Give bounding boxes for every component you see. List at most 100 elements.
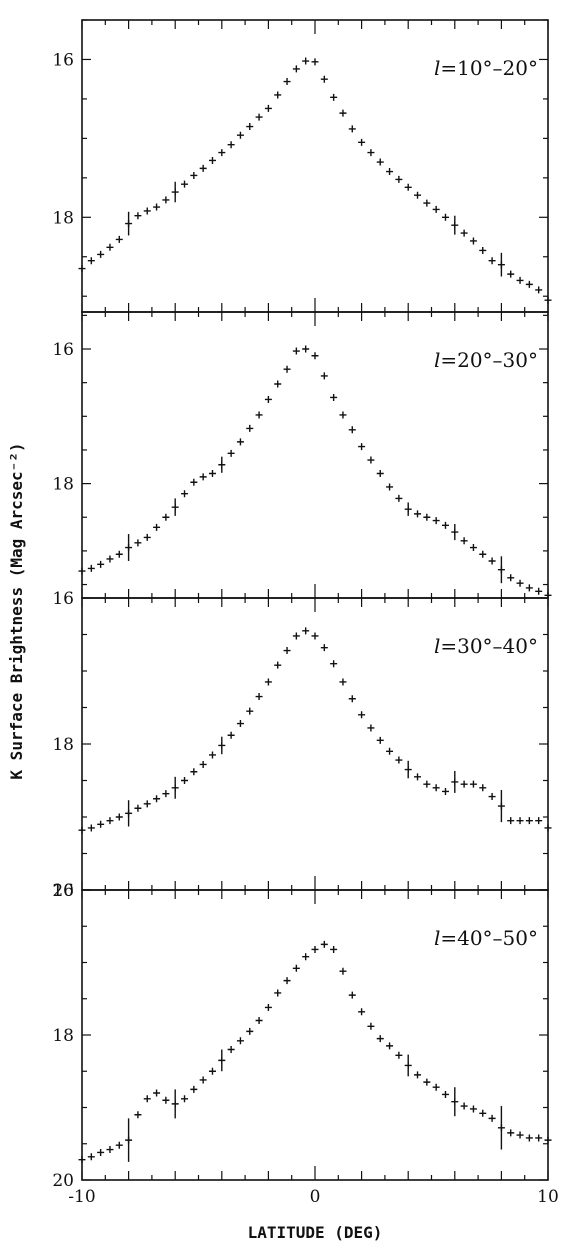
data-point [302, 627, 310, 635]
data-point [311, 352, 319, 360]
data-point [460, 537, 468, 545]
data-point [87, 824, 95, 832]
panel-label-suffix: =10°–20° [440, 56, 538, 80]
data-point [432, 205, 440, 213]
data-point [516, 276, 524, 284]
data-point [320, 644, 328, 652]
data-point [423, 1078, 431, 1086]
x-tick-label: 10 [537, 1187, 559, 1207]
y-tick-label: 16 [52, 340, 74, 360]
data-point [246, 424, 254, 432]
data-point [339, 411, 347, 419]
data-point [78, 826, 86, 834]
data-point [236, 1037, 244, 1045]
data-point [414, 510, 422, 518]
data-point [87, 1153, 95, 1161]
x-tick-label: -10 [68, 1187, 95, 1207]
data-point [386, 483, 394, 491]
data-point [246, 1027, 254, 1035]
y-tick-label: 18 [52, 1026, 74, 1046]
data-point [78, 265, 86, 273]
data-point [339, 109, 347, 117]
data-point [181, 490, 189, 498]
data-point [274, 91, 282, 99]
data-point [330, 393, 338, 401]
panel-label-suffix: =40°–50° [440, 926, 538, 950]
data-point [143, 800, 151, 808]
data-point [311, 945, 319, 953]
data-point [386, 1042, 394, 1050]
data-point [302, 57, 310, 65]
data-point [134, 1111, 142, 1119]
data-point [78, 567, 86, 575]
data-point [87, 564, 95, 572]
data-point [469, 780, 477, 788]
data-point [236, 438, 244, 446]
data-point [134, 212, 142, 220]
data-point [386, 168, 394, 176]
data-point [330, 93, 338, 101]
data-point [544, 296, 552, 304]
data-point [320, 940, 328, 948]
data-point [208, 156, 216, 164]
data-point [181, 777, 189, 784]
data-point [162, 196, 170, 204]
data-point [162, 513, 170, 521]
data-point [199, 473, 207, 481]
data-point [199, 760, 207, 768]
data-point [460, 229, 468, 237]
data-point [153, 523, 161, 531]
data-point [469, 1105, 477, 1113]
data-point [320, 372, 328, 380]
data-point [236, 720, 244, 728]
data-point [162, 790, 170, 798]
panel-label-prefix: l [434, 926, 440, 950]
data-point [208, 1067, 216, 1075]
panel-label: l=20°–30° [434, 348, 538, 372]
data-point [432, 517, 440, 525]
data-point [395, 494, 403, 502]
data-point [236, 131, 244, 139]
data-point [143, 1095, 151, 1103]
data-point [525, 817, 533, 825]
data-point [469, 237, 477, 245]
data-point [488, 1114, 496, 1122]
y-tick-label: 18 [52, 208, 74, 228]
data-point [292, 347, 300, 355]
data-point [544, 1136, 552, 1144]
data-point [330, 660, 338, 668]
data-point [423, 199, 431, 207]
y-tick-label: 18 [52, 475, 74, 495]
data-point [348, 695, 356, 703]
data-point [311, 58, 319, 66]
data-point [544, 824, 552, 832]
data-point [218, 149, 226, 157]
data-point [106, 243, 114, 251]
data-point [479, 550, 487, 558]
panel-label: l=40°–50° [434, 926, 538, 950]
data-point [488, 557, 496, 565]
data-point [264, 395, 272, 403]
data-point [227, 449, 235, 457]
data-point [97, 1148, 105, 1156]
data-point [97, 560, 105, 568]
data-point [507, 1129, 515, 1137]
data-point [535, 286, 543, 294]
panel-label-prefix: l [434, 348, 440, 372]
data-point [358, 1008, 366, 1016]
data-point [208, 470, 216, 478]
data-point [507, 574, 515, 582]
panel-1: 16 18 l=10°–20° [52, 19, 552, 313]
y-tick-label: 18 [52, 735, 74, 755]
data-point [367, 456, 375, 464]
data-point [134, 539, 142, 547]
data-point [199, 1076, 207, 1084]
data-point [292, 632, 300, 640]
y-tick-label: 16 [52, 50, 74, 70]
data-point [78, 1156, 86, 1164]
data-point [367, 1022, 375, 1030]
data-point [479, 246, 487, 254]
data-point [395, 1051, 403, 1059]
data-point [153, 1089, 161, 1097]
